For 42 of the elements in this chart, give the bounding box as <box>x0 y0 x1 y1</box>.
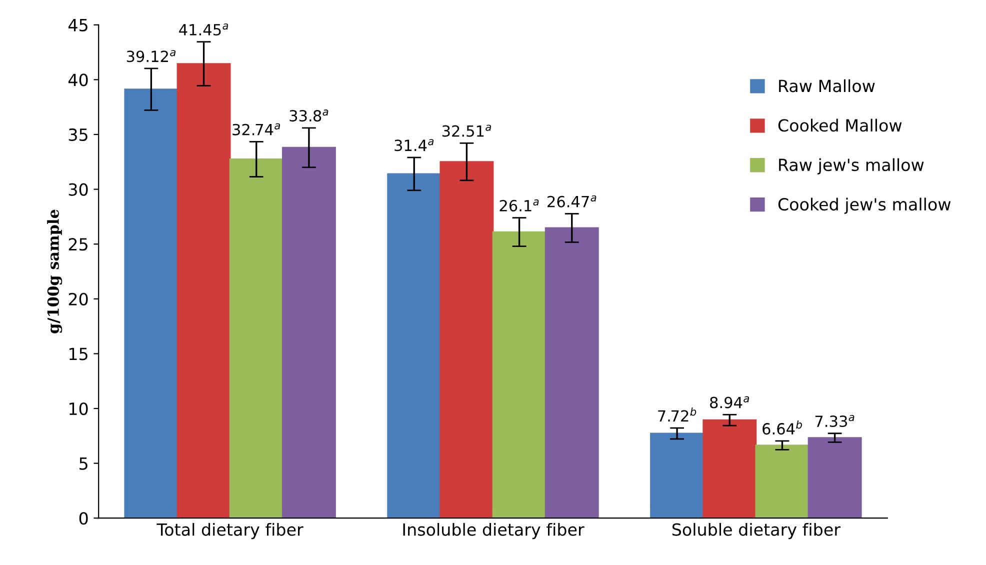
bar <box>650 432 704 518</box>
y-tick-label: 20 <box>68 292 88 306</box>
y-tick-label: 10 <box>70 402 88 416</box>
data-label: 26.47$^{a}$ <box>548 195 596 208</box>
y-tick-label: 40 <box>68 74 88 86</box>
y-tick-label: 5 <box>80 457 88 470</box>
x-tick-label: Soluble dietary fiber <box>672 522 840 540</box>
bar <box>282 146 336 518</box>
data-label: 31.4$^{a}$ <box>394 139 434 152</box>
bar <box>229 158 284 518</box>
bar <box>702 419 757 518</box>
data-label: 6.64$^{b}$ <box>762 420 802 435</box>
data-label: 7.33$^{a}$ <box>815 414 854 428</box>
x-tick-label: Insoluble dietary fiber <box>403 522 584 540</box>
legend-label: Raw jew's mallow <box>779 158 924 174</box>
y-tick-label: 25 <box>68 238 88 251</box>
y-tick-label: 30 <box>68 183 88 196</box>
data-label: 39.12$^{a}$ <box>126 50 176 62</box>
data-label: 7.72$^{b}$ <box>658 407 696 422</box>
legend-label: Raw Mallow <box>779 79 875 92</box>
bar <box>440 161 494 518</box>
data-label: 41.45$^{a}$ <box>179 23 228 36</box>
bar <box>387 173 442 518</box>
data-label: 32.51$^{a}$ <box>442 124 491 137</box>
data-label: 32.74$^{a}$ <box>232 123 280 136</box>
bar <box>492 231 546 518</box>
data-label: 33.8$^{a}$ <box>290 110 328 122</box>
bar <box>808 437 862 518</box>
bar <box>755 444 810 518</box>
bar <box>124 88 178 518</box>
y-tick-label: 45 <box>68 19 88 32</box>
y-tick-label: 15 <box>70 348 88 360</box>
y-tick-label: 0 <box>79 512 88 525</box>
data-label: 8.94$^{a}$ <box>710 396 750 408</box>
y-tick-label: 35 <box>68 128 88 142</box>
x-tick-label: Total dietary fiber <box>156 522 304 540</box>
bar <box>544 227 599 518</box>
data-label: 26.1$^{a}$ <box>500 199 539 212</box>
legend-label: Cooked jew's mallow <box>778 198 951 214</box>
legend-label: Cooked Mallow <box>778 118 902 132</box>
y-axis-title: g/100g sample <box>47 210 62 334</box>
bar <box>176 63 231 518</box>
